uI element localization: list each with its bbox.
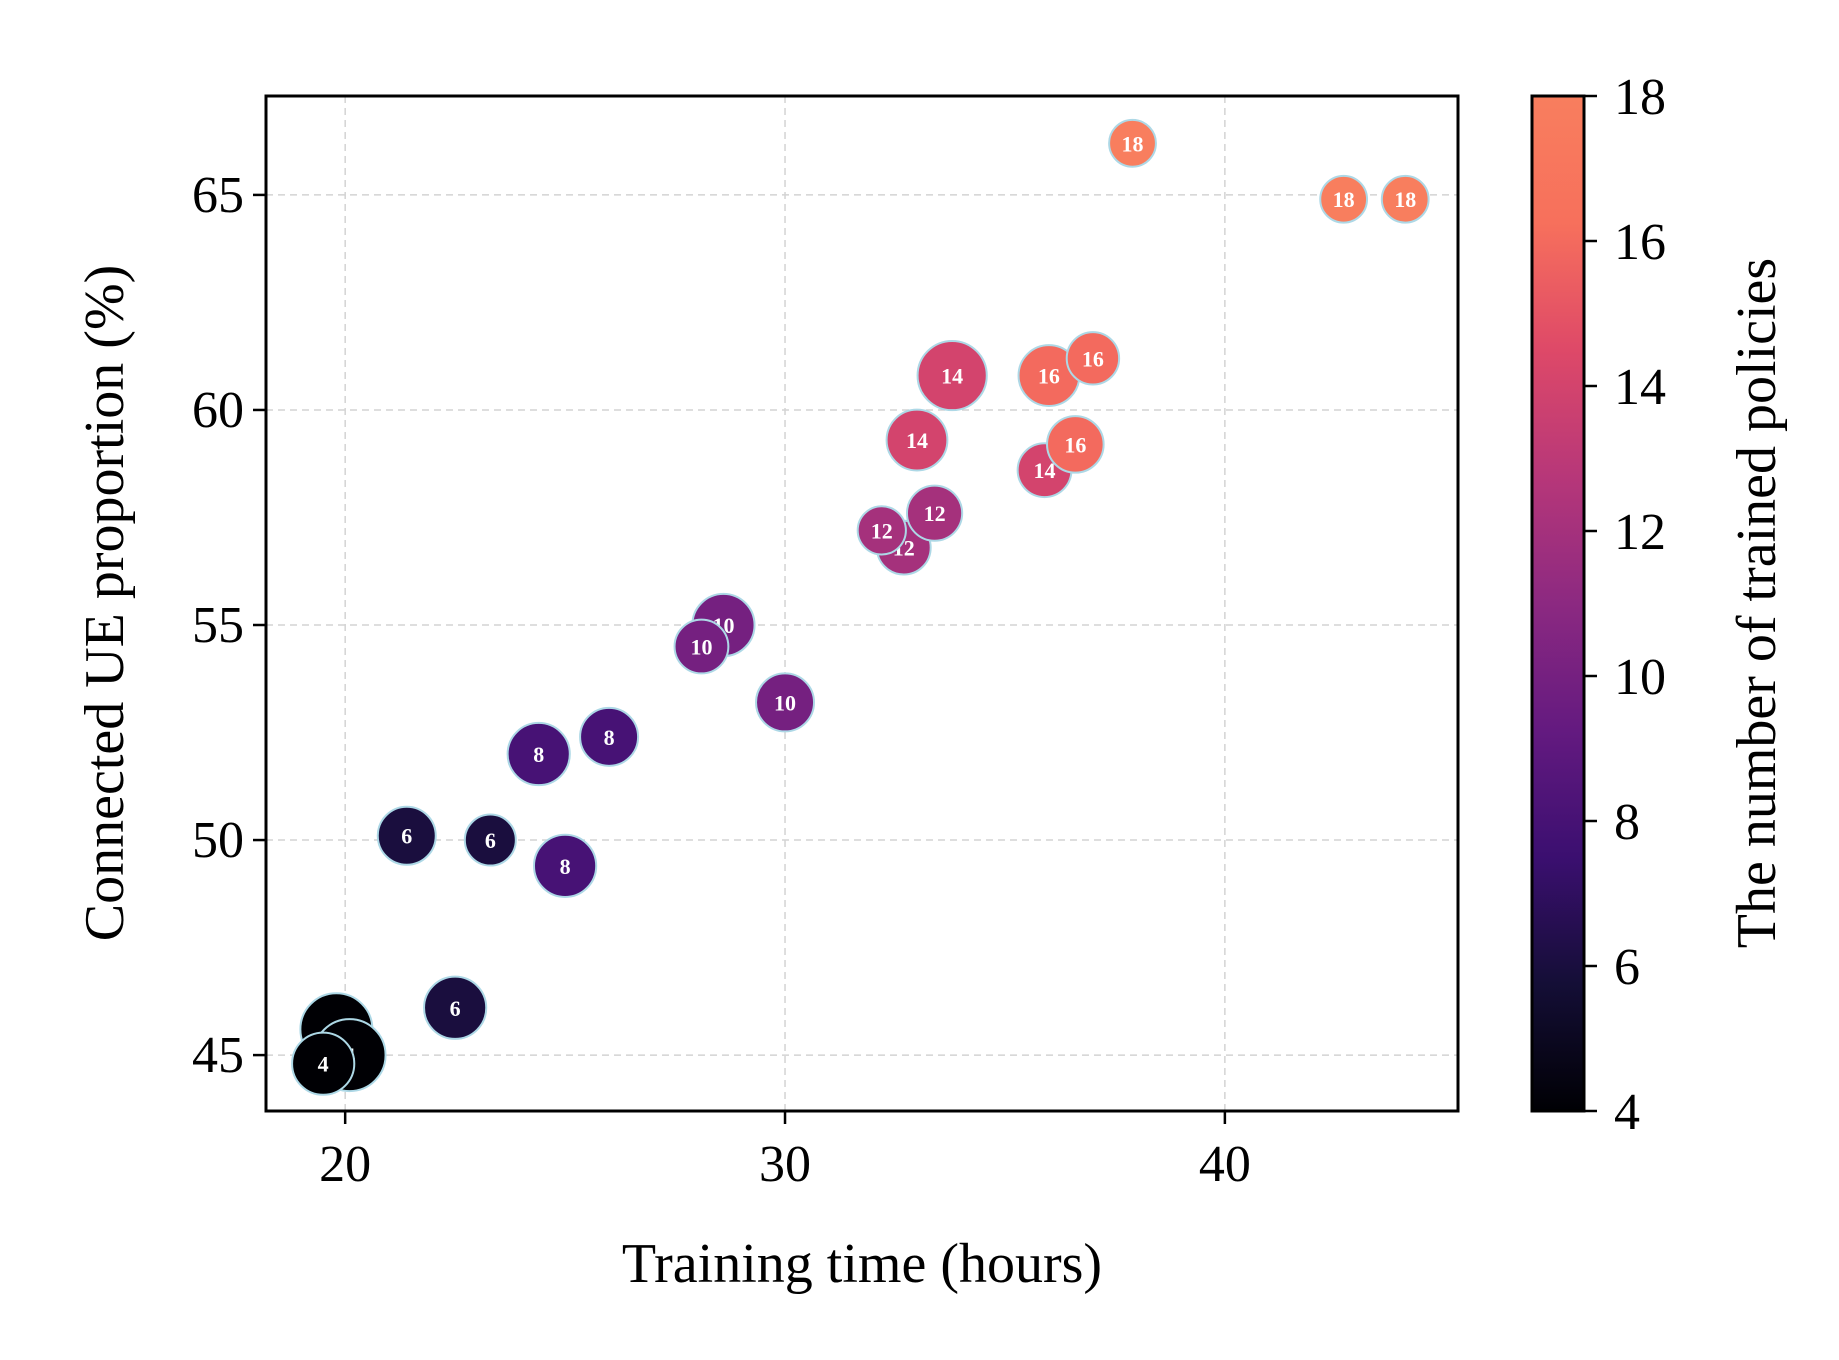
colorbar-tick-label: 10 (1614, 649, 1666, 706)
y-axis-title: Connected UE proportion (%) (74, 265, 136, 941)
colorbar-title: The number of trained policies (1726, 258, 1788, 948)
plot-area-frame (264, 94, 1460, 1113)
data-point: 16 (1046, 415, 1105, 474)
y-tick-label: 55 (192, 597, 244, 654)
data-point: 6 (463, 813, 517, 867)
point-marker (1380, 174, 1430, 224)
colorbar-tick-label: 6 (1614, 939, 1640, 996)
point-label: 18 (1122, 131, 1144, 156)
data-point: 6 (423, 975, 488, 1040)
point-marker (1108, 118, 1157, 168)
point-marker (1065, 331, 1121, 386)
point-marker (905, 484, 964, 542)
x-tick-label: 40 (1199, 1136, 1251, 1193)
colorbar-tick-label: 12 (1614, 504, 1666, 561)
point-marker (423, 975, 488, 1040)
point-label: 6 (401, 824, 412, 849)
point-label: 6 (450, 996, 461, 1021)
y-tick-label: 45 (192, 1027, 244, 1084)
data-point: 12 (856, 505, 907, 556)
data-point: 8 (506, 721, 571, 787)
y-tick-label: 60 (192, 382, 244, 439)
data-point: 12 (905, 484, 964, 542)
point-label: 14 (1034, 458, 1056, 483)
point-marker (532, 833, 598, 898)
colorbar: 4 6 8 10 12 14 16 18 The number of trained poli… (1530, 69, 1788, 1141)
data-point: 10 (755, 672, 816, 733)
axes: 20 30 40 45 50 55 60 65 (192, 167, 1251, 1193)
point-marker (579, 706, 640, 767)
data-point: 4 (291, 1031, 356, 1096)
point-label: 16 (1038, 364, 1060, 389)
point-label: 10 (690, 635, 712, 660)
point-label: 18 (1394, 187, 1416, 212)
point-marker (506, 721, 571, 787)
y-tick-label: 50 (192, 812, 244, 869)
colorbar-tick-label: 18 (1614, 69, 1666, 126)
point-label: 8 (604, 725, 615, 750)
data-point: 8 (579, 706, 640, 767)
point-marker (885, 408, 949, 472)
colorbar-tick-label: 8 (1614, 794, 1640, 851)
point-marker (463, 813, 517, 867)
data-point: 14 (916, 339, 988, 412)
point-label: 8 (533, 742, 544, 767)
point-marker (755, 672, 816, 733)
point-label: 18 (1333, 187, 1355, 212)
x-axis-title: Training time (hours) (622, 1233, 1102, 1295)
point-label: 14 (906, 428, 928, 453)
colorbar-ticks: 4 6 8 10 12 14 16 18 (1584, 69, 1666, 1141)
data-point: 18 (1108, 118, 1157, 168)
point-marker (1319, 174, 1369, 224)
point-label: 16 (1082, 346, 1104, 371)
data-point: 8 (532, 833, 598, 898)
data-point: 18 (1319, 174, 1369, 224)
data-point: 10 (673, 618, 730, 675)
point-label: 6 (485, 828, 496, 853)
colorbar-tick-label: 14 (1614, 359, 1666, 416)
point-label: 4 (318, 1052, 329, 1077)
data-point: 18 (1380, 174, 1430, 224)
x-tick-label: 30 (759, 1136, 811, 1193)
point-label: 8 (560, 854, 571, 879)
point-label: 16 (1064, 432, 1086, 457)
point-marker (673, 618, 730, 675)
point-marker (1046, 415, 1105, 474)
y-tick-label: 65 (192, 167, 244, 224)
point-marker (376, 805, 437, 866)
colorbar-gradient (1530, 94, 1586, 1113)
point-label: 12 (871, 518, 893, 543)
point-marker (856, 505, 907, 556)
colorbar-tick-label: 4 (1614, 1084, 1640, 1141)
data-point: 16 (1065, 331, 1121, 386)
point-marker (916, 339, 988, 412)
x-tick-label: 20 (319, 1136, 371, 1193)
point-marker (291, 1031, 356, 1096)
point-label: 10 (774, 690, 796, 715)
point-label: 14 (941, 364, 963, 389)
data-point: 14 (885, 408, 949, 472)
data-points: 444666888101010121212141414161616181818 (291, 118, 1430, 1096)
data-point: 16 (1017, 344, 1081, 407)
data-point: 6 (376, 805, 437, 866)
grid-lines (266, 96, 1458, 1111)
colorbar-tick-label: 16 (1614, 214, 1666, 271)
point-label: 12 (924, 501, 946, 526)
